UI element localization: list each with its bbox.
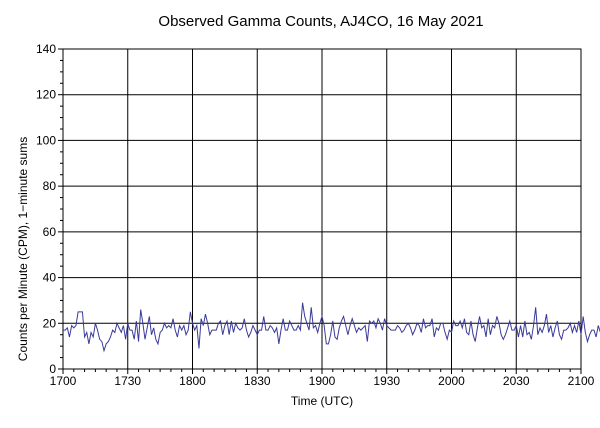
x-axis-label: Time (UTC) (291, 394, 353, 408)
x-tick-label: 1730 (114, 374, 141, 388)
x-tick-label: 2100 (568, 374, 595, 388)
y-tick-label: 120 (36, 88, 56, 102)
x-tick-label: 1900 (309, 374, 336, 388)
x-tick-label: 2000 (438, 374, 465, 388)
y-tick-label: 0 (49, 362, 56, 376)
y-tick-label: 100 (36, 133, 56, 147)
x-axis: 1700 1730 1800 1830 1900 1930 2000 2030 2100 (50, 369, 595, 388)
y-tick-label: 60 (43, 225, 57, 239)
y-axis: 0 20 40 60 80 100 120 140 (36, 42, 63, 376)
y-tick-label: 140 (36, 42, 56, 56)
x-tick-label: 1700 (50, 374, 77, 388)
y-tick-label: 20 (43, 316, 57, 330)
y-axis-label: Counts per Minute (CPM), 1−minute sums (16, 137, 30, 361)
y-tick-label: 40 (43, 271, 57, 285)
x-tick-label: 1830 (244, 374, 271, 388)
x-tick-label: 1930 (373, 374, 400, 388)
x-tick-label: 1800 (179, 374, 206, 388)
minor-ticks (60, 59, 571, 372)
grid (63, 49, 581, 369)
series-line (63, 302, 600, 353)
x-tick-label: 2030 (503, 374, 530, 388)
chart-title: Observed Gamma Counts, AJ4CO, 16 May 202… (158, 13, 483, 30)
y-tick-label: 80 (43, 179, 57, 193)
